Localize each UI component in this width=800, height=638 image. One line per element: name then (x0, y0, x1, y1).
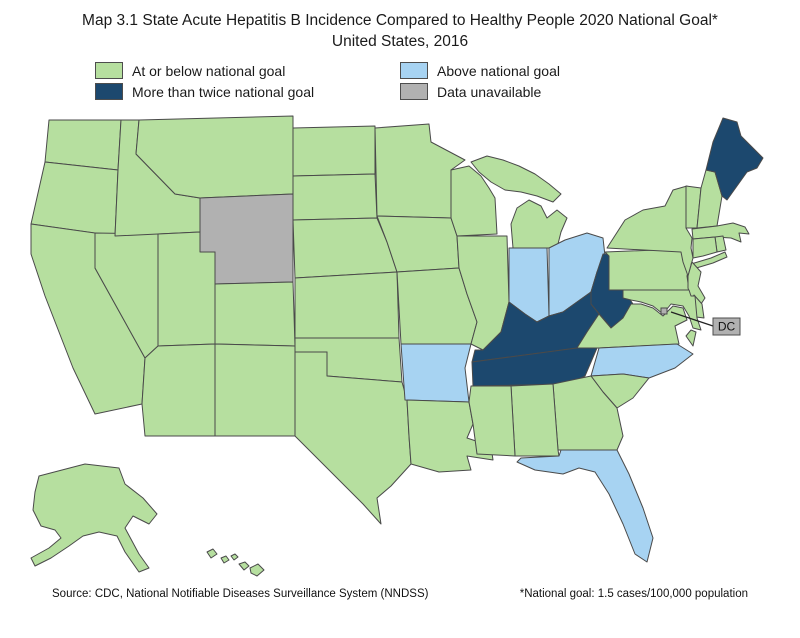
footer-note: *National goal: 1.5 cases/100,000 popula… (519, 588, 748, 600)
state-ms: Mississippi (468, 385, 516, 457)
dc-callout-line (670, 311, 714, 327)
legend-swatch-twice (95, 83, 123, 100)
legend-label-twice: More than twice national goal (132, 83, 315, 100)
state-nd: North Dakota (292, 125, 376, 177)
state-fl: Florida (516, 449, 654, 563)
state-wa: Washington (44, 119, 122, 171)
dc-label: DC (718, 320, 736, 334)
title-line-2: United States, 2016 (331, 33, 469, 50)
map-container: WashingtonOregonCaliforniaNevadaIdahoMon… (0, 106, 800, 580)
state-tx: Texas (294, 351, 412, 525)
state-il: Illinois (456, 235, 510, 351)
legend-label-at-or-below: At or below national goal (132, 62, 286, 79)
dc-label-box (712, 317, 741, 336)
state-va: Virginia (576, 303, 697, 349)
legend-item-at-or-below: At or below national goal (95, 62, 400, 79)
state-wi: Wisconsin (450, 165, 498, 237)
state-sd: South Dakota (292, 173, 378, 221)
us-map: WashingtonOregonCaliforniaNevadaIdahoMon… (30, 115, 764, 577)
state-ks: Kansas (294, 271, 400, 339)
footer: Source: CDC, National Notifiable Disease… (0, 588, 800, 600)
states-layer: WashingtonOregonCaliforniaNevadaIdahoMon… (30, 115, 764, 577)
state-nm: New Mexico (214, 343, 296, 437)
legend-label-above: Above national goal (437, 62, 560, 79)
dc-callout: DC (660, 307, 741, 336)
state-me: Maine (705, 117, 764, 201)
dc-square (660, 307, 668, 315)
legend: At or below national goal Above national… (0, 62, 800, 100)
state-al: Alabama (510, 383, 560, 457)
state-hi: Hawaii (206, 548, 265, 577)
state-pa: Pennsylvania (604, 248, 692, 291)
state-ar: Arkansas (400, 343, 472, 403)
state-nc: North Carolina (590, 343, 694, 379)
legend-swatch-unavailable (400, 83, 428, 100)
state-or: Oregon (30, 161, 119, 237)
legend-swatch-above (400, 62, 428, 79)
legend-item-twice: More than twice national goal (95, 83, 400, 100)
state-ak: Alaska (30, 463, 158, 573)
footer-source: Source: CDC, National Notifiable Disease… (52, 588, 429, 600)
page-title: Map 3.1 State Acute Hepatitis B Incidenc… (0, 0, 800, 52)
legend-swatch-at-or-below (95, 62, 123, 79)
state-az: Arizona (141, 343, 216, 437)
legend-item-unavailable: Data unavailable (400, 83, 705, 100)
legend-item-above: Above national goal (400, 62, 705, 79)
title-line-1: Map 3.1 State Acute Hepatitis B Incidenc… (82, 12, 718, 29)
legend-label-unavailable: Data unavailable (437, 83, 542, 100)
state-mi: Michigan (470, 155, 568, 249)
state-co: Colorado (214, 281, 296, 347)
state-ct: Connecticut (692, 236, 718, 259)
